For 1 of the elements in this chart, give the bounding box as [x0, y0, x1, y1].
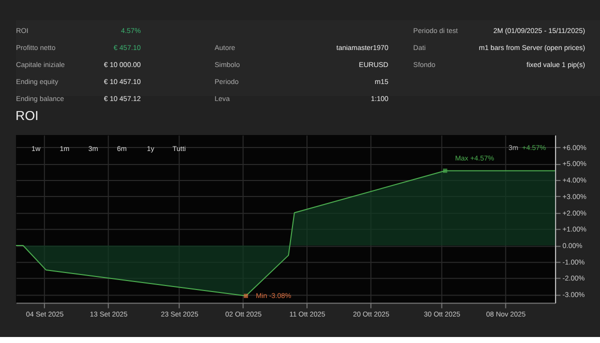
chart-title: ROI	[15, 108, 39, 124]
